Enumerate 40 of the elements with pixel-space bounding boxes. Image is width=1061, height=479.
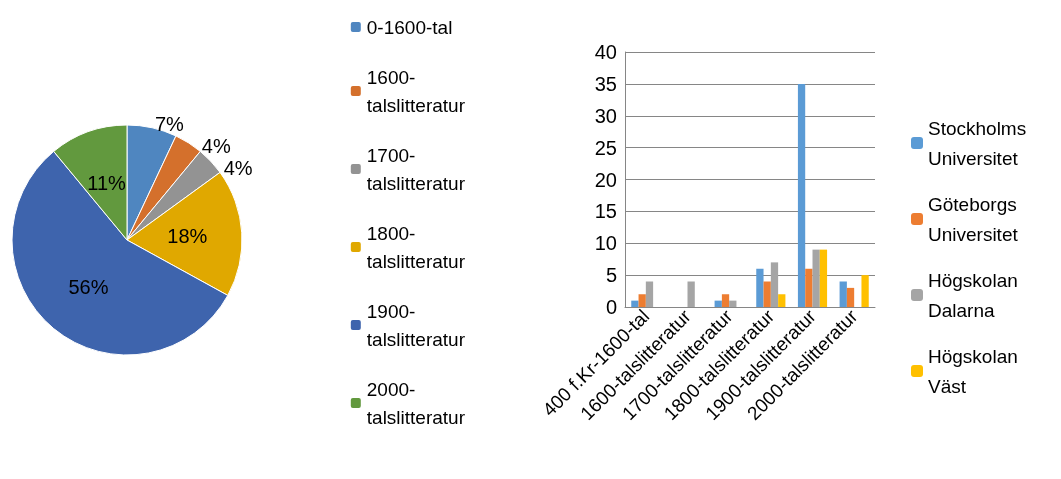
y-tick-label: 10 [594, 232, 617, 255]
data-label: 4% [201, 134, 231, 157]
data-label: 11% [87, 172, 126, 195]
bar [729, 300, 737, 307]
legend-label: Göteborgs Universitet [928, 193, 1022, 245]
bar [714, 300, 722, 307]
bar [839, 281, 847, 307]
y-tick-label: 30 [594, 104, 617, 127]
bar [778, 294, 786, 307]
legend-label: 1600-talslitteratur [366, 66, 466, 116]
bar [819, 249, 828, 307]
bar [687, 281, 695, 307]
legend-label: Stockholms Universitet [928, 117, 1032, 169]
y-tick-label: 20 [594, 168, 617, 191]
data-label: 4% [223, 156, 253, 179]
bar [846, 287, 855, 307]
y-tick-label: 40 [594, 41, 617, 63]
legend-label: Högskolan Väst [928, 345, 1024, 397]
legend-label: Högskolan Dalarna [928, 269, 1024, 321]
data-label: 56% [68, 275, 109, 298]
legend-label: 0-1600-tal [366, 16, 453, 38]
y-tick-label: 5 [605, 264, 617, 287]
data-label: 18% [167, 225, 208, 248]
bar [861, 275, 869, 307]
legend-label: 1700-talslitteratur [366, 144, 466, 194]
bar [645, 281, 654, 307]
bar [721, 294, 730, 307]
y-tick-label: 35 [594, 72, 617, 95]
legend-label: 1800-talslitteratur [366, 222, 466, 272]
bar [805, 268, 813, 307]
bar [631, 300, 639, 307]
bar [812, 249, 820, 307]
data-label: 7% [154, 112, 185, 135]
bar [770, 262, 779, 307]
bar [638, 294, 646, 307]
bar [756, 268, 764, 307]
y-tick-label: 25 [594, 136, 617, 159]
bar [763, 281, 771, 307]
bar [797, 83, 806, 307]
y-tick-label: 15 [594, 200, 617, 223]
